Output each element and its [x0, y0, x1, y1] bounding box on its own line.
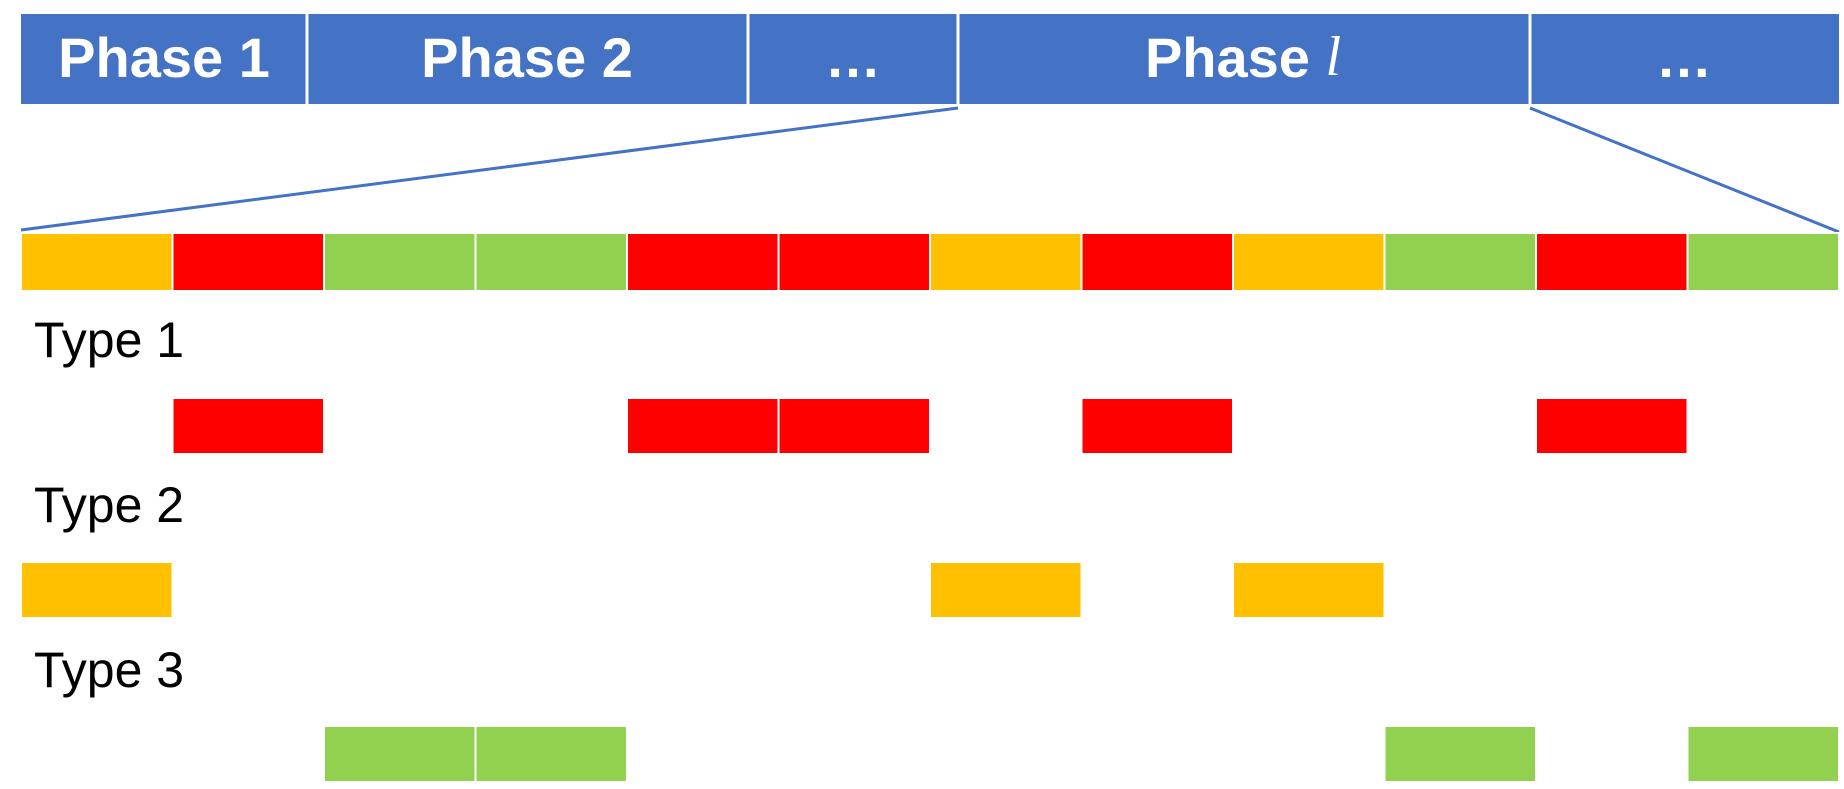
type-row-1	[171, 397, 1689, 455]
type-label-2: Type 2	[34, 477, 184, 533]
type-1-block	[1535, 397, 1689, 455]
phase-label-l: Phase l	[1145, 26, 1341, 89]
type-row-3	[323, 725, 1840, 783]
sequence-block-type-1	[1080, 232, 1234, 292]
zoom-connector-right	[1529, 106, 1840, 234]
sequence-block-type-3	[1686, 232, 1840, 292]
sequence-block-type-3	[323, 232, 477, 292]
phase-bar: Phase 1 Phase 2 … Phase l …	[21, 14, 1839, 104]
phase-segment-3	[748, 14, 958, 104]
sequence-block-type-2	[929, 232, 1083, 292]
phase-label-ellipsis-1: …	[825, 26, 881, 89]
phase-label-2: Phase 2	[421, 26, 633, 89]
phase-label-l-word: Phase	[1145, 26, 1326, 89]
phase-label-1: Phase 1	[58, 26, 270, 89]
type-3-block	[474, 725, 628, 783]
phase-segment-5	[1530, 14, 1839, 104]
phase-variable-l: l	[1326, 26, 1342, 88]
type-1-block	[1080, 397, 1234, 455]
type-2-block	[20, 561, 174, 619]
phase-label-ellipsis-2: …	[1656, 26, 1712, 89]
type-row-2	[20, 561, 1386, 619]
type-label-1: Type 1	[34, 312, 184, 368]
phase-segment-l	[958, 14, 1530, 104]
type-3-block	[1686, 725, 1840, 783]
type-label-3: Type 3	[34, 642, 184, 698]
type-1-block	[171, 397, 325, 455]
type-2-block	[929, 561, 1083, 619]
sequence-block-type-2	[20, 232, 174, 292]
zoom-connector-left	[20, 106, 959, 232]
type-2-block	[1232, 561, 1386, 619]
type-3-block	[323, 725, 477, 783]
phase-segment-2	[307, 14, 748, 104]
sequence-row	[20, 232, 1840, 292]
type-3-block	[1383, 725, 1537, 783]
sequence-block-type-1	[626, 232, 780, 292]
sequence-block-type-3	[474, 232, 628, 292]
type-1-block	[777, 397, 931, 455]
sequence-block-type-2	[1232, 232, 1386, 292]
sequence-block-type-1	[1535, 232, 1689, 292]
sequence-block-type-1	[777, 232, 931, 292]
phase-segment-1	[21, 14, 307, 104]
sequence-block-type-3	[1383, 232, 1537, 292]
sequence-block-type-1	[171, 232, 325, 292]
type-1-block	[626, 397, 780, 455]
